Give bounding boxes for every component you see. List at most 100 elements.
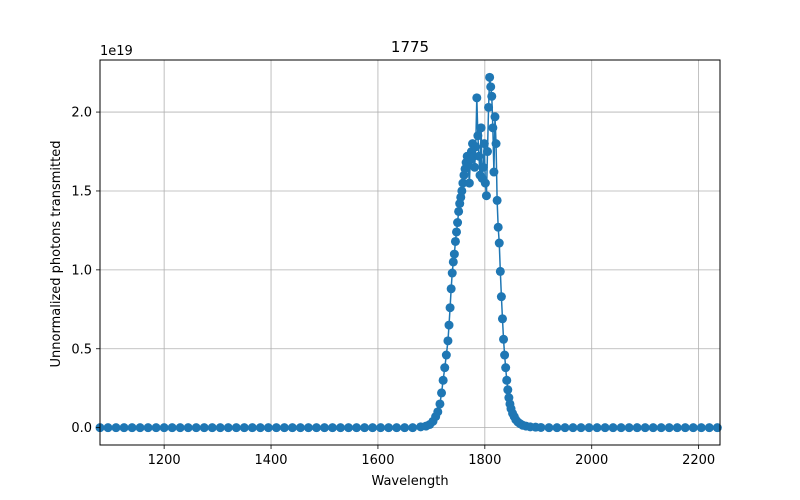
data-point (496, 292, 506, 302)
data-point (183, 423, 193, 433)
data-point (476, 123, 486, 133)
data-point (453, 218, 463, 228)
x-tick-label: 1200 (148, 453, 181, 468)
data-point (207, 423, 217, 433)
data-point (608, 423, 618, 433)
data-point (384, 423, 394, 433)
data-point (448, 257, 458, 267)
data-point (127, 423, 137, 433)
data-point (584, 423, 594, 433)
y-tick-label: 1.5 (71, 184, 92, 199)
x-tick-label: 1400 (254, 453, 287, 468)
data-point (490, 112, 500, 122)
data-point (454, 206, 464, 216)
data-point (648, 423, 658, 433)
data-point (175, 423, 185, 433)
data-point (499, 334, 509, 344)
data-point (491, 139, 501, 149)
data-point (544, 423, 554, 433)
data-point (552, 423, 562, 433)
data-point (360, 423, 370, 433)
data-point (704, 423, 714, 433)
data-point (437, 388, 447, 398)
data-point (400, 423, 410, 433)
data-point (119, 423, 129, 433)
data-series (95, 72, 722, 433)
data-point (471, 142, 481, 152)
x-tick-label: 1600 (361, 453, 394, 468)
data-point (376, 423, 386, 433)
data-point (457, 186, 467, 196)
data-point (470, 162, 480, 172)
data-point (440, 363, 450, 373)
data-point (664, 423, 674, 433)
grid-lines (100, 60, 720, 445)
data-point (492, 195, 502, 205)
x-axis-label: Wavelength (371, 474, 448, 489)
data-point (368, 423, 378, 433)
data-point (487, 91, 497, 101)
data-point (103, 423, 113, 433)
data-point (111, 423, 121, 433)
data-point (215, 423, 225, 433)
data-point (503, 385, 513, 395)
data-point (592, 423, 602, 433)
data-point (485, 72, 495, 82)
data-point (446, 284, 456, 294)
data-point (447, 268, 457, 278)
data-point (344, 423, 354, 433)
data-point (483, 147, 492, 157)
x-tick-label: 2000 (575, 453, 608, 468)
data-point (143, 423, 153, 433)
data-point (495, 266, 505, 276)
data-point (632, 423, 642, 433)
data-point (478, 162, 488, 172)
x-tick-label: 1800 (468, 453, 501, 468)
data-point (680, 423, 690, 433)
data-point (135, 423, 145, 433)
data-point (445, 303, 455, 313)
data-point (328, 423, 337, 433)
data-point (167, 423, 177, 433)
data-point (352, 423, 362, 433)
y-tick-label: 2.0 (71, 106, 92, 121)
data-point (481, 191, 491, 201)
y-tick-label: 1.0 (71, 263, 92, 278)
data-point (473, 131, 483, 141)
data-point (444, 320, 454, 330)
data-point (600, 423, 610, 433)
data-point (392, 423, 402, 433)
data-point (489, 167, 499, 177)
data-point (624, 423, 634, 433)
data-point (336, 423, 346, 433)
data-point (472, 93, 482, 103)
data-point (303, 423, 313, 433)
data-point (576, 423, 586, 433)
data-point (474, 151, 484, 161)
series-line (100, 77, 718, 429)
data-point (449, 249, 459, 259)
data-point (536, 422, 546, 432)
data-point (295, 423, 305, 433)
data-point (287, 423, 297, 433)
data-point (484, 102, 494, 112)
data-point (231, 423, 241, 433)
data-point (500, 350, 510, 360)
y-axis-ticks: 0.0 0.5 1.0 1.5 2.0 (71, 106, 100, 436)
data-point (493, 222, 503, 232)
data-point (688, 423, 698, 433)
data-point (191, 423, 201, 433)
data-point (263, 423, 273, 433)
data-point (458, 178, 468, 188)
data-point (497, 314, 507, 324)
data-point (199, 423, 209, 433)
data-point (486, 82, 496, 92)
data-point (433, 407, 443, 417)
data-point (488, 123, 498, 133)
data-point (568, 423, 578, 433)
data-point (502, 375, 512, 385)
data-point (640, 423, 650, 433)
data-point (319, 423, 329, 433)
data-point (443, 336, 453, 346)
data-point (438, 375, 448, 385)
